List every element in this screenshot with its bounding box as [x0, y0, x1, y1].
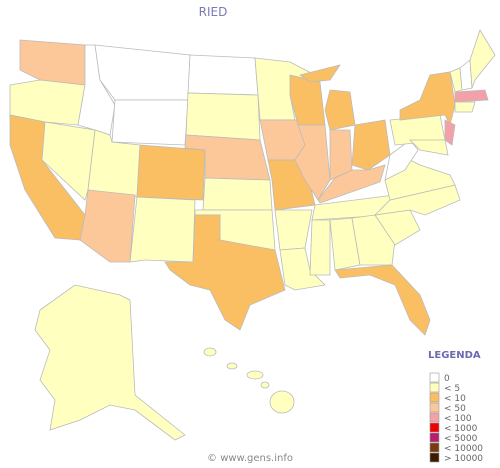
island [269, 390, 295, 414]
legend-label: > 10000 [444, 454, 483, 464]
island [203, 347, 217, 357]
legend-swatch [429, 452, 440, 463]
legend-label: < 100 [444, 414, 472, 424]
state [444, 119, 456, 146]
legend-swatch [429, 412, 440, 423]
state [454, 89, 489, 103]
legend-swatch [429, 422, 440, 433]
state [289, 74, 326, 126]
state [129, 196, 196, 263]
state [34, 284, 186, 441]
island [226, 362, 238, 370]
state [294, 124, 331, 201]
state [136, 144, 206, 201]
state [79, 189, 136, 263]
state [351, 119, 391, 171]
state [334, 264, 431, 336]
us-map [9, 29, 496, 441]
legend-label: < 50 [444, 404, 466, 414]
legend-label: < 5 [444, 384, 460, 394]
state [324, 89, 356, 131]
state [274, 209, 313, 251]
legend-swatch [429, 372, 440, 383]
legend-label: < 1000 [444, 424, 478, 434]
legend: 0< 5< 10< 50< 100< 1000< 5000< 10000> 10… [429, 372, 483, 464]
legend-label: < 10 [444, 394, 466, 404]
legend-swatch [429, 432, 440, 443]
footer: © www.gens.info [207, 453, 293, 464]
state [454, 101, 476, 113]
legend-label: 0 [444, 374, 450, 384]
state [94, 44, 191, 101]
state [164, 214, 286, 331]
island [246, 370, 264, 380]
state [19, 39, 86, 86]
state [469, 29, 496, 89]
legend-swatch [429, 442, 440, 453]
legend-swatch [429, 382, 440, 393]
state [41, 121, 96, 201]
legend-label: < 10000 [444, 444, 483, 454]
map-title: RIED [199, 5, 228, 19]
legend-label: < 5000 [444, 434, 478, 444]
state [187, 54, 259, 96]
legend-swatch [429, 392, 440, 403]
state [111, 99, 189, 146]
state [409, 139, 449, 156]
legend-swatch [429, 402, 440, 413]
state [399, 71, 456, 127]
state [309, 219, 331, 276]
state [317, 164, 386, 204]
state [202, 177, 273, 211]
state [279, 247, 326, 291]
state [185, 92, 261, 141]
legend-title: LEGENDA [428, 350, 481, 361]
state [299, 64, 341, 83]
island [260, 381, 270, 389]
